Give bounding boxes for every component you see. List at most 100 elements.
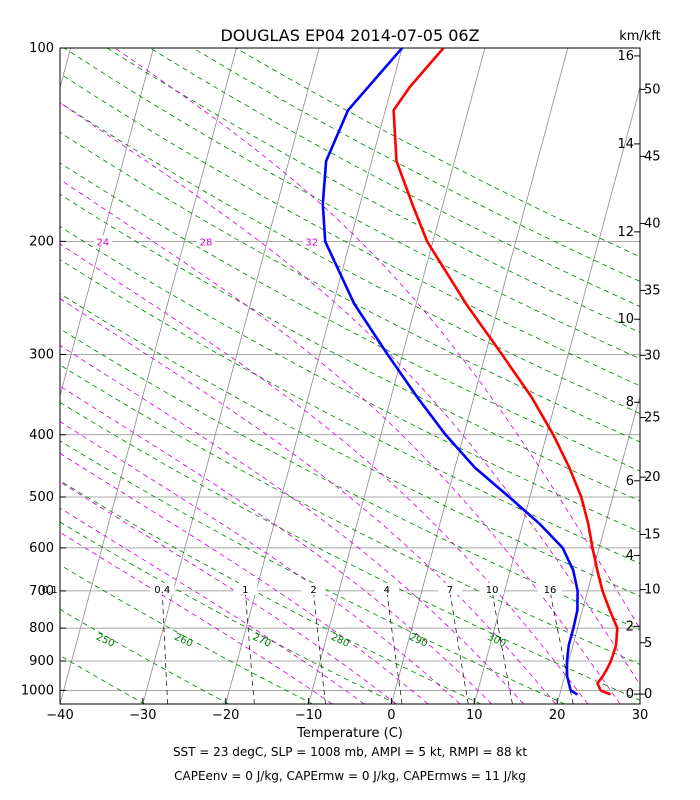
kft-tick-label: 30 [644,348,661,363]
mixing-ratio-label: 7 [447,585,453,596]
skew-t-chart: DOUGLAS EP04 2014-07-05 06Z km/kft Tempe… [21,26,661,740]
label-background [480,582,505,595]
isotherm-line [639,702,640,704]
pressure-tick-label: 700 [29,584,54,599]
pressure-tick-label: 200 [29,234,54,249]
mixing-ratio-line [386,590,403,704]
kft-tick-label: 20 [644,470,661,485]
x-axis-label: Temperature (C) [296,726,403,740]
pressure-tick-label: 300 [29,347,54,362]
temperature-tick-label: −40 [46,708,73,723]
km-tick-label: 10 [617,312,634,327]
label-background [302,235,321,247]
dewpoint-line [321,48,579,696]
kft-tick-label: 45 [644,149,661,164]
mixing-ratio-line [449,590,469,704]
pressure-tick-label: 600 [29,541,54,556]
km-tick-label: 4 [626,548,634,563]
moist-adiabat-line [60,298,557,704]
moist-adiabat-line [60,531,333,704]
height-axis-label: km/kft [619,29,661,44]
kft-tick-label: 40 [644,216,661,231]
dry-adiabat-line [60,364,640,665]
pressure-tick-label: 100 [29,41,54,56]
moist-adiabat-label: 32 [305,237,318,248]
mixing-ratio-label: 10 [486,585,499,596]
moist-adiabat-line [60,452,429,704]
moist-adiabat-line [60,385,493,704]
dry-adiabat-line [60,440,565,704]
mixing-ratio-line [549,590,574,704]
temperature-tick-label: −20 [212,708,239,723]
mixing-ratio-label: 16 [544,585,557,596]
temperature-tick-label: 30 [632,708,649,723]
dry-adiabat-line [60,703,61,704]
isotherm-line [556,394,640,704]
isotherm-line [60,48,154,398]
moist-adiabat-line [60,179,621,704]
label-background [437,582,462,595]
label-background [93,235,112,247]
mixing-ratio-label: 2 [310,585,316,596]
dry-adiabat-line [60,102,640,414]
mixing-ratio-label: 0.1 [42,585,58,596]
moist-adiabat-line [60,421,461,704]
label-background [197,235,216,247]
dry-adiabat-line [63,48,640,360]
mixing-ratio-line [245,590,255,704]
isotherm-line [225,48,403,704]
label-background [37,582,62,595]
dry-adiabat-label: 280 [329,632,351,650]
kft-tick-label: 50 [644,82,661,97]
isotherm-line [308,48,486,704]
isotherm-line [60,48,237,704]
dry-adiabat-line [60,564,313,704]
moist-adiabat-label: 28 [200,237,213,248]
dry-adiabat-line [60,226,640,533]
pressure-tick-label: 900 [29,654,54,669]
pressure-tick-label: 1000 [21,683,54,698]
dry-adiabat-label: 300 [486,632,508,650]
footer-line-2: CAPEenv = 0 J/kg, CAPErmw = 0 J/kg, CAPE… [174,769,526,783]
dry-adiabat-label: 260 [172,632,194,650]
temperature-tick-label: −30 [129,708,156,723]
km-tick-label: 2 [626,619,634,634]
mixing-ratio-label: 0.4 [154,585,170,596]
chart-grid [60,48,640,704]
label-background [374,582,399,595]
mixing-ratio-line [491,590,513,704]
dry-adiabat-line [60,293,640,597]
moist-adiabat-line [114,48,640,630]
mixing-ratio-label: 1 [242,585,248,596]
mixing-ratio-label: 4 [384,585,390,596]
isotherm-line [391,48,569,704]
moist-adiabat-line [60,507,365,704]
pressure-tick-label: 500 [29,490,54,505]
dry-adiabat-label: 270 [251,632,273,650]
pressure-tick-label: 800 [29,621,54,636]
mixing-ratio-line [161,590,169,704]
chart-series [321,48,619,696]
moist-adiabat-line [60,102,640,686]
kft-tick-label: 15 [644,527,661,542]
dry-adiabat-line [60,259,640,565]
dry-adiabat-label: 290 [407,632,429,650]
moist-adiabat-line [60,481,397,704]
km-tick-label: 12 [617,225,634,240]
dry-adiabat-line [60,73,640,387]
kft-tick-label: 25 [644,410,661,425]
temperature-tick-label: −10 [295,708,322,723]
temperature-tick-label: 10 [466,708,483,723]
dry-adiabat-line [60,131,640,443]
moist-adiabat-label: 24 [96,237,109,248]
moist-adiabat-line [60,243,589,704]
kft-tick-label: 10 [644,583,661,598]
kft-tick-label: 35 [644,283,661,298]
chart-title: DOUGLAS EP04 2014-07-05 06Z [220,26,479,45]
pressure-tick-label: 400 [29,428,54,443]
dry-adiabat-line [60,193,640,502]
moist-adiabat-line [60,344,524,704]
km-tick-label: 0 [626,687,634,702]
dry-adiabat-line [60,608,229,704]
